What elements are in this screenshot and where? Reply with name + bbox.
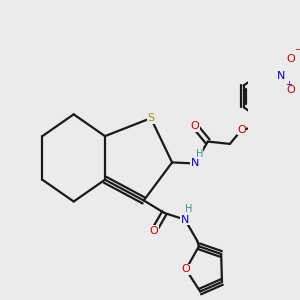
Text: H: H: [185, 204, 193, 214]
Text: N: N: [277, 71, 285, 81]
Text: −: −: [295, 45, 300, 54]
Text: +: +: [286, 80, 292, 89]
Text: H: H: [196, 148, 203, 159]
Text: O: O: [286, 54, 295, 64]
Text: N: N: [181, 214, 189, 225]
Text: O: O: [191, 121, 200, 131]
Text: O: O: [182, 265, 190, 275]
Text: O: O: [286, 85, 295, 95]
Text: O: O: [150, 226, 158, 236]
Text: S: S: [147, 113, 155, 123]
Text: N: N: [191, 158, 199, 169]
Text: O: O: [237, 125, 246, 135]
